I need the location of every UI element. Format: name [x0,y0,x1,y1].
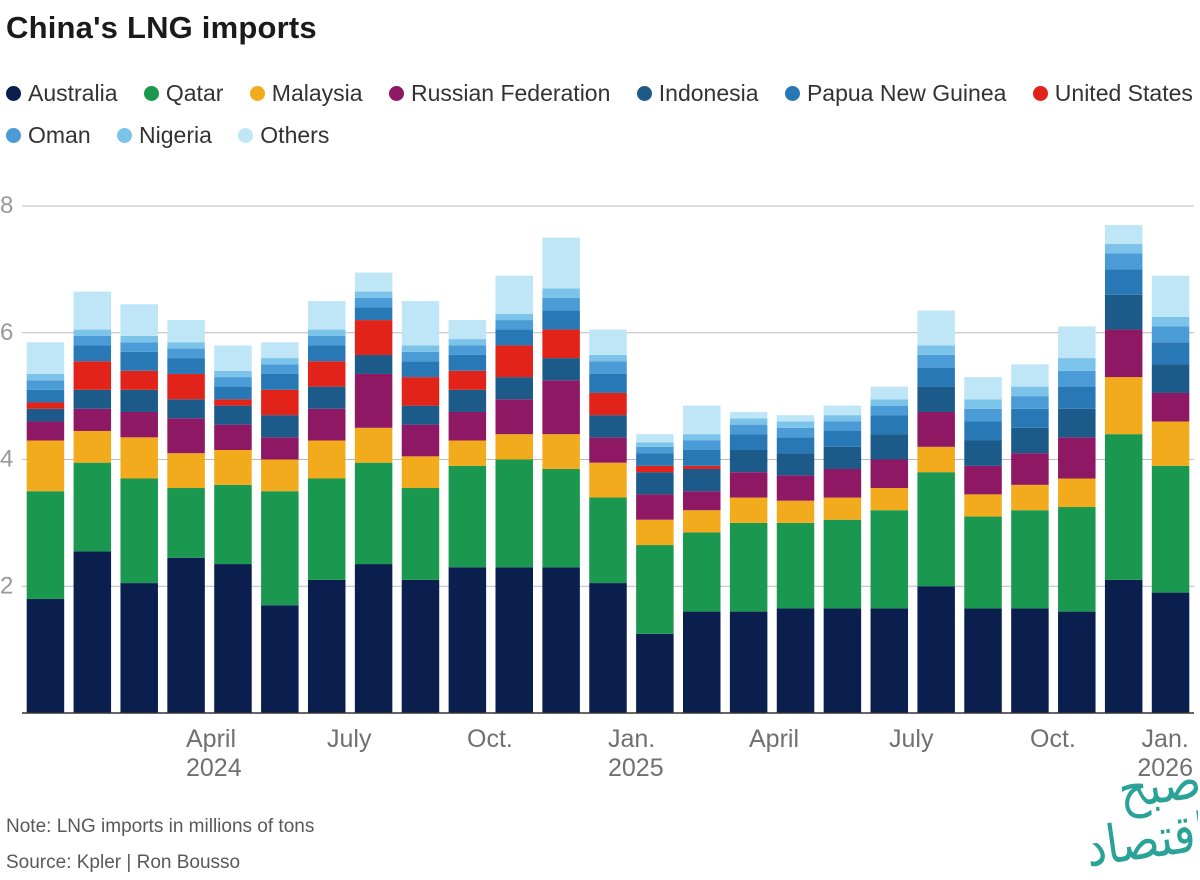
svg-text:6: 6 [0,319,13,346]
svg-text:4: 4 [0,446,13,473]
svg-text:2: 2 [0,572,13,599]
svg-text:8: 8 [0,192,13,219]
